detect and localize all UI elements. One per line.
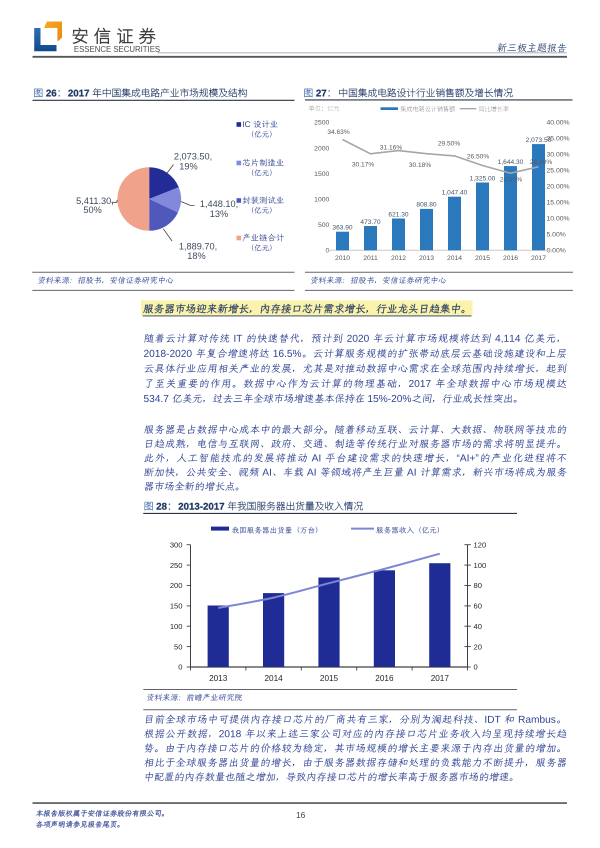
svg-text:30.17%: 30.17% <box>352 161 375 168</box>
svg-text:40.00%: 40.00% <box>547 120 570 127</box>
svg-text:100: 100 <box>474 561 487 570</box>
svg-text:2015: 2015 <box>475 255 490 262</box>
svg-text:1,047.40: 1,047.40 <box>442 190 468 197</box>
svg-text:300: 300 <box>170 540 183 549</box>
svg-text:20: 20 <box>474 642 482 651</box>
svg-text:50%: 50% <box>83 205 101 215</box>
svg-text:25.00%: 25.00% <box>547 168 570 175</box>
svg-text:29.50%: 29.50% <box>438 140 461 147</box>
svg-text:24.10%: 24.10% <box>500 176 523 183</box>
svg-text:80: 80 <box>474 581 482 590</box>
svg-text:2014: 2014 <box>447 255 462 262</box>
svg-text:16: 16 <box>296 810 306 820</box>
svg-text:1500: 1500 <box>314 171 329 178</box>
svg-text:19%: 19% <box>179 161 197 171</box>
svg-text:1,889.70,: 1,889.70, <box>179 242 217 252</box>
svg-text:2015: 2015 <box>320 674 339 683</box>
svg-text:363.90: 363.90 <box>332 225 353 232</box>
svg-text:2016: 2016 <box>503 255 518 262</box>
svg-text:2013: 2013 <box>209 674 228 683</box>
svg-text:30.00%: 30.00% <box>547 152 570 159</box>
svg-text:40: 40 <box>474 622 482 631</box>
svg-text:5.00%: 5.00% <box>547 232 566 239</box>
svg-text:2000: 2000 <box>314 145 329 152</box>
svg-text:808.80: 808.80 <box>416 202 437 209</box>
svg-text:2500: 2500 <box>314 120 329 127</box>
svg-text:250: 250 <box>170 561 183 570</box>
svg-text:0: 0 <box>474 663 478 672</box>
svg-text:2010: 2010 <box>335 255 350 262</box>
svg-text:60: 60 <box>474 602 482 611</box>
svg-text:1,644.30: 1,644.30 <box>498 159 524 166</box>
svg-text:20.00%: 20.00% <box>547 184 570 191</box>
svg-text:2011: 2011 <box>363 255 378 262</box>
svg-text:150: 150 <box>170 602 183 611</box>
svg-text:0: 0 <box>178 663 182 672</box>
svg-text:2013: 2013 <box>419 255 434 262</box>
svg-text:100: 100 <box>170 622 183 631</box>
svg-text:0: 0 <box>326 248 330 255</box>
svg-text:2016: 2016 <box>375 674 394 683</box>
svg-text:473.70: 473.70 <box>360 219 381 226</box>
svg-text:2,073.50: 2,073.50 <box>526 137 552 144</box>
svg-text:1,448.10,: 1,448.10, <box>200 199 238 209</box>
svg-text:621.30: 621.30 <box>388 211 409 218</box>
svg-text:ESSENCE SECURITIES: ESSENCE SECURITIES <box>74 45 160 54</box>
svg-text:26.50%: 26.50% <box>467 153 490 160</box>
svg-text:26.10%: 26.10% <box>530 159 553 166</box>
svg-text:500: 500 <box>318 222 330 229</box>
svg-text:2014: 2014 <box>264 674 283 683</box>
svg-text:2012: 2012 <box>391 255 406 262</box>
svg-text:0.00%: 0.00% <box>547 248 566 255</box>
svg-text:2,073.50,: 2,073.50, <box>174 152 212 162</box>
svg-text:200: 200 <box>170 581 183 590</box>
svg-text:34.63%: 34.63% <box>327 129 350 136</box>
svg-text:35.00%: 35.00% <box>547 136 570 143</box>
svg-text:18%: 18% <box>187 251 205 261</box>
svg-text:1000: 1000 <box>314 197 329 204</box>
svg-text:2017: 2017 <box>531 255 546 262</box>
svg-text:10.00%: 10.00% <box>547 216 570 223</box>
svg-text:31.16%: 31.16% <box>380 144 403 151</box>
svg-text:5,411.30,: 5,411.30, <box>76 196 114 206</box>
svg-text:50: 50 <box>174 642 182 651</box>
svg-text:30.18%: 30.18% <box>409 162 432 169</box>
svg-text:2017: 2017 <box>431 674 450 683</box>
svg-text:1,325.00: 1,325.00 <box>470 175 496 182</box>
svg-text:120: 120 <box>474 540 487 549</box>
svg-text:15.00%: 15.00% <box>547 200 570 207</box>
svg-text:13%: 13% <box>210 209 228 219</box>
